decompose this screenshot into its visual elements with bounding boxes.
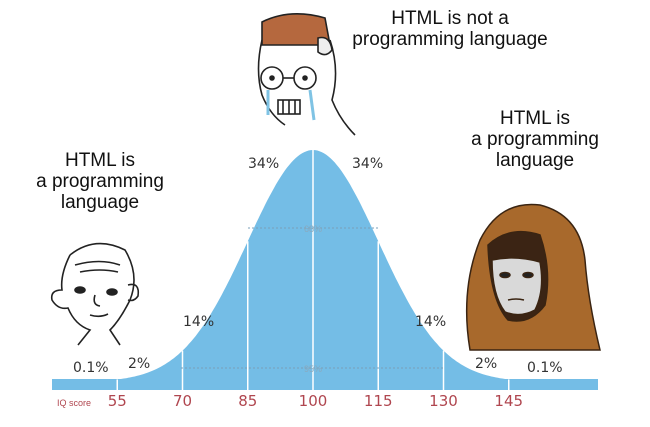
axis-bar	[52, 379, 598, 390]
outer-range-label: 95%	[304, 364, 322, 374]
tick-label: 100	[298, 392, 328, 410]
pct-left-14: 14%	[183, 314, 215, 330]
pct-right-34: 34%	[352, 156, 384, 172]
tick-label: 55	[107, 392, 127, 410]
tick-label: 145	[494, 392, 524, 410]
pct-far-right: 0.1%	[527, 360, 563, 376]
tick-label: 70	[172, 392, 193, 410]
inner-range-label: 68%	[304, 224, 322, 234]
crying-nerd-face	[257, 13, 356, 136]
pct-far-left: 0.1%	[73, 360, 109, 376]
caption-middle: HTML is not a programming language	[352, 8, 548, 50]
sd-dividers	[116, 150, 510, 390]
caption-right: HTML is a programming language	[471, 108, 599, 171]
axis-label: IQ score	[57, 398, 92, 408]
tick-label: 115	[363, 392, 393, 410]
pct-right-2: 2%	[475, 356, 498, 372]
simple-face-left	[50, 242, 140, 346]
tick-label: 130	[429, 392, 458, 410]
caption-left: HTML is a programming language	[36, 150, 164, 213]
pct-left-34: 34%	[248, 156, 280, 172]
hooded-face-right	[465, 203, 601, 351]
pct-right-14: 14%	[415, 314, 447, 330]
pct-left-2: 2%	[128, 356, 151, 372]
tick-label: 85	[238, 392, 258, 410]
